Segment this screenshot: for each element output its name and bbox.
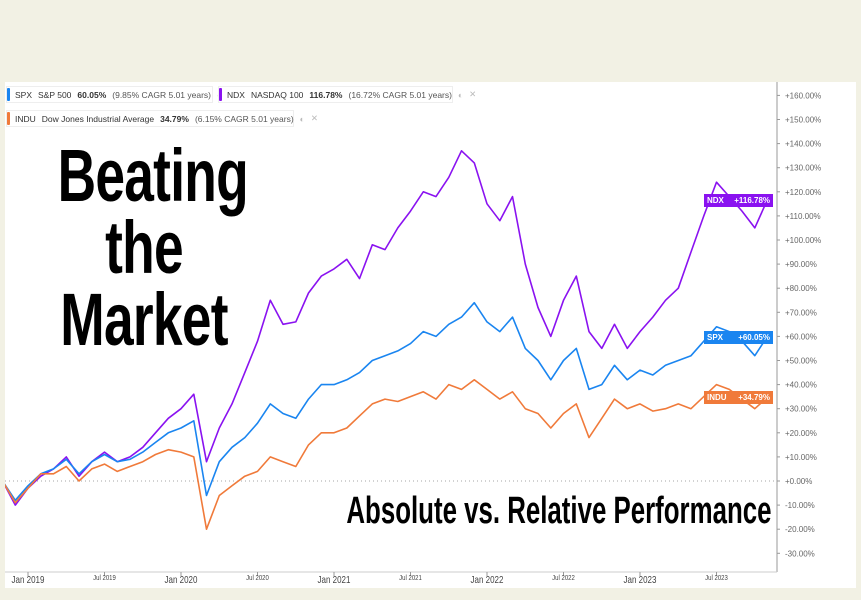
end-label-value: +34.79% [738,393,770,402]
end-label-ndx: NDX +116.78% [704,194,773,207]
legend-ticker: SPX [15,89,33,100]
legend-ticker: NDX [227,89,245,100]
x-tick-label: Jan 2022 [471,574,504,585]
close-icon[interactable]: ✕ [469,89,477,99]
legend-pct: 60.05% [77,89,107,100]
y-tick-label: +110.00% [785,212,821,221]
x-tick-label: Jan 2019 [12,574,45,585]
legend-color-bar [219,88,222,101]
overlay-title: Beating the Market [57,134,249,361]
legend-chip-ndx[interactable]: NDX NASDAQ 100 116.78% (16.72% CAGR 5.01… [218,86,476,103]
legend-cagr: (16.72% CAGR 5.01 years) [348,89,452,100]
y-tick-label: -10.00% [785,501,815,510]
legend-chip-indu[interactable]: INDU Dow Jones Industrial Average 34.79%… [6,110,318,127]
series-line-ndx [5,150,769,506]
y-tick-label: +120.00% [785,188,821,197]
y-tick-label: -30.00% [785,549,815,558]
end-label-spx: SPX +60.05% [704,331,773,344]
series-line-spx [5,301,769,502]
overlay-subtitle: Absolute vs. Relative Performance [346,490,772,532]
end-label-ticker: INDU [707,393,727,402]
end-label-value: +116.78% [734,196,770,205]
legend-cagr: (9.85% CAGR 5.01 years) [112,89,211,100]
end-label-ticker: SPX [707,333,724,342]
y-tick-label: +10.00% [785,453,817,462]
x-tick-label: Jul 2022 [552,574,575,582]
x-tick-label: Jul 2023 [705,574,728,582]
y-tick-label: +50.00% [785,357,817,366]
y-tick-label: +160.00% [785,91,821,100]
y-tick-label: +40.00% [785,381,817,390]
line-chart: +160.00% +150.00% +140.00% +130.00% +120.00%… [5,82,821,585]
y-tick-label: +80.00% [785,284,817,293]
x-tick-label: Jul 2019 [93,574,116,582]
legend-color-bar [7,112,10,125]
y-tick-label: +0.00% [785,477,812,486]
y-tick-label: +60.00% [785,332,817,341]
legend-chip-spx[interactable]: SPX S&P 500 60.05% (9.85% CAGR 5.01 year… [6,86,235,103]
x-tick-label: Jan 2020 [165,574,198,585]
legend-pct: 34.79% [160,113,189,124]
x-tick-label: Jul 2021 [399,574,422,582]
y-tick-label: +140.00% [785,140,821,149]
visibility-icon[interactable]: ◐ [457,89,464,100]
visibility-icon[interactable]: ◐ [299,113,305,124]
y-tick-label: +90.00% [785,260,817,269]
series-line-indu [5,379,769,530]
legend-name: S&P 500 [38,89,72,100]
x-tick-label: Jan 2023 [624,574,657,585]
y-tick-label: +100.00% [785,236,821,245]
legend-color-bar [7,88,10,101]
x-tick-label: Jan 2021 [318,574,351,585]
legend-name: Dow Jones Industrial Average [41,113,155,124]
close-icon[interactable]: ✕ [310,113,318,123]
y-tick-label: +130.00% [785,164,821,173]
legend-cagr: (6.15% CAGR 5.01 years) [194,113,294,124]
end-label-ticker: NDX [707,196,724,205]
y-tick-label: +30.00% [785,405,817,414]
end-label-indu: INDU +34.79% [704,391,773,404]
legend-name: NASDAQ 100 [250,89,304,100]
y-tick-label: +20.00% [785,429,817,438]
legend-pct: 116.78% [309,89,343,100]
legend-ticker: INDU [15,113,36,124]
y-tick-label: +70.00% [785,308,817,317]
y-tick-label: +150.00% [785,116,821,125]
x-tick-label: Jul 2020 [246,574,269,582]
end-label-value: +60.05% [738,333,770,342]
y-tick-label: -20.00% [785,525,815,534]
